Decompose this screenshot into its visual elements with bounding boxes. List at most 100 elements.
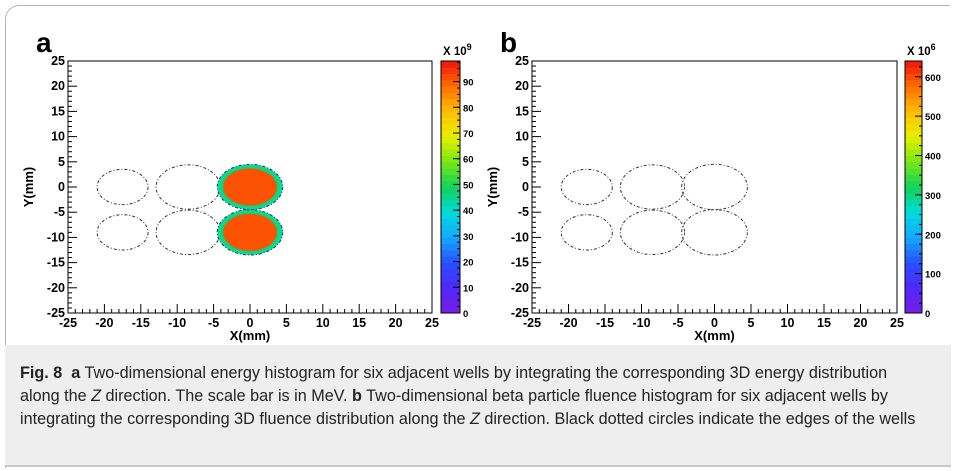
colorbar-tick-label: 200 bbox=[925, 230, 941, 241]
x-tick-label: -5 bbox=[208, 316, 219, 330]
y-axis-title: Y(mm) bbox=[485, 167, 500, 207]
x-tick-label: -15 bbox=[596, 316, 614, 330]
colorbar-tick-label: 30 bbox=[463, 232, 474, 243]
x-tick-label: 25 bbox=[425, 316, 439, 330]
colorbar-tick-label: 80 bbox=[463, 103, 474, 114]
x-tick-label: 5 bbox=[283, 316, 290, 330]
colorbar-tick-label: 90 bbox=[463, 78, 474, 89]
y-tick-label: 10 bbox=[51, 130, 65, 144]
panel-label-a: a bbox=[36, 27, 52, 58]
colorbar-a: 0 10 20 30 40 50 60 70 80 90 bbox=[440, 60, 474, 320]
figure-frame bbox=[5, 5, 950, 468]
well-fill-a-3 bbox=[217, 164, 283, 210]
x-tick-label: -25 bbox=[59, 316, 77, 330]
x-tick-label: 10 bbox=[316, 316, 330, 330]
colorbar-tick-label: 50 bbox=[463, 180, 474, 191]
y-tick-label: -10 bbox=[511, 230, 529, 244]
colorbar-tick-label: 400 bbox=[925, 152, 941, 163]
caption-z-symbol-a: Z bbox=[91, 387, 101, 405]
x-tick-label: -20 bbox=[559, 316, 577, 330]
y-tick-label: 0 bbox=[58, 180, 65, 194]
colorbar-multiplier: X 106 bbox=[907, 42, 936, 58]
well-edge-b-3 bbox=[681, 163, 748, 211]
colorbar-tick-label: 40 bbox=[463, 206, 474, 217]
colorbar-tick-label: 0 bbox=[925, 309, 930, 320]
x-tick-label: -5 bbox=[672, 316, 683, 330]
y-tick-label: 25 bbox=[515, 54, 529, 68]
caption-part-a-label: a bbox=[71, 364, 81, 382]
y-tick-label: -25 bbox=[47, 306, 65, 320]
y-tick-label: -10 bbox=[47, 230, 65, 244]
x-tick-label: 15 bbox=[817, 316, 831, 330]
figure-panels: a-25 -20 -15 -10 -5 0 5 10 15 20 252520151050-5-10… bbox=[21, 27, 941, 343]
x-axis-title: X(mm) bbox=[694, 328, 734, 343]
x-tick-label: 10 bbox=[781, 316, 795, 330]
caption-fig-label: Fig. 8 bbox=[20, 364, 63, 382]
well-edge-a-1 bbox=[96, 168, 149, 206]
well-fill-b-5 bbox=[620, 210, 685, 255]
caption-box bbox=[5, 345, 951, 467]
well-fill-a-5 bbox=[156, 210, 221, 255]
well-fill-b-3 bbox=[681, 164, 748, 210]
well-edge-a-4 bbox=[96, 214, 149, 251]
x-tick-label: -15 bbox=[132, 316, 150, 330]
colorbar-multiplier: X 109 bbox=[443, 42, 472, 58]
well-fill-b-4 bbox=[561, 214, 613, 250]
well-edge-a-3 bbox=[216, 163, 284, 211]
wells-b bbox=[560, 163, 748, 256]
caption-z-symbol-b: Z bbox=[469, 410, 480, 428]
y-tick-label: 0 bbox=[522, 180, 529, 194]
colorbar-tick-label: 60 bbox=[463, 155, 474, 166]
caption-text-a-end: direction. The scale bar is in MeV. bbox=[105, 387, 348, 405]
y-tick-label: 20 bbox=[51, 79, 65, 93]
y-tick-label: -15 bbox=[47, 256, 65, 270]
y-tick-label: -20 bbox=[511, 281, 529, 295]
x-tick-label: 15 bbox=[352, 316, 366, 330]
well-fill-a-4 bbox=[97, 214, 149, 250]
x-tick-label: 5 bbox=[748, 316, 755, 330]
y-tick-label: -15 bbox=[511, 256, 529, 270]
x-tick-label: 0 bbox=[247, 316, 254, 330]
colorbar-tick-label: 100 bbox=[925, 270, 941, 281]
well-edge-b-1 bbox=[560, 168, 613, 206]
y-tick-label: -25 bbox=[511, 306, 529, 320]
y-axis-title: Y(mm) bbox=[21, 167, 36, 207]
x-axis-title: X(mm) bbox=[230, 328, 270, 343]
chart-panel-a: a-25 -20 -15 -10 -5 0 5 10 15 20 252520151050-5-10… bbox=[21, 27, 474, 343]
x-tick-label: 20 bbox=[389, 316, 403, 330]
x-tick-label: -10 bbox=[168, 316, 186, 330]
well-fill-b-2 bbox=[620, 164, 685, 210]
x-tick-label: 25 bbox=[890, 316, 904, 330]
colorbar-tick-label: 10 bbox=[463, 283, 474, 294]
panel-label-b: b bbox=[500, 27, 517, 58]
x-tick-label: 20 bbox=[854, 316, 868, 330]
y-tick-label: 10 bbox=[515, 130, 529, 144]
x-tick-label: -25 bbox=[523, 316, 541, 330]
y-tick-label: 15 bbox=[51, 104, 65, 118]
y-tick-label: 15 bbox=[515, 104, 529, 118]
y-tick-label: -5 bbox=[518, 205, 529, 219]
well-fill-a-1 bbox=[97, 169, 149, 205]
colorbar-tick-label: 0 bbox=[463, 309, 468, 320]
well-fill-a-6 bbox=[217, 209, 283, 256]
y-tick-label: -20 bbox=[47, 281, 65, 295]
y-tick-label: 5 bbox=[522, 155, 529, 169]
colorbar-tick-label: 20 bbox=[463, 258, 474, 269]
wells-a bbox=[96, 163, 284, 256]
caption-text-b-end: direction. Black dotted circles indicate… bbox=[484, 410, 916, 428]
colorbar-tick-label: 500 bbox=[925, 112, 941, 123]
chart-panel-b: b -25 -20 -15 -10 -5 0 5 10 15 20 25 25 20 15 10 5 0 -5 -10… bbox=[485, 27, 941, 343]
figure-caption: Fig. 8 a Two-dimensional energy histogra… bbox=[20, 362, 925, 431]
well-fill-b-6 bbox=[681, 209, 748, 256]
y-tick-label: 5 bbox=[58, 155, 65, 169]
y-tick-label: 20 bbox=[515, 79, 529, 93]
well-fill-b-1 bbox=[561, 169, 613, 205]
x-tick-label: -20 bbox=[95, 316, 113, 330]
well-fill-a-2 bbox=[156, 164, 221, 210]
caption-part-b-label: b bbox=[352, 387, 362, 405]
x-tick-label: 0 bbox=[711, 316, 718, 330]
colorbar-tick-label: 600 bbox=[925, 73, 941, 84]
x-tick-label: -10 bbox=[632, 316, 650, 330]
well-edge-b-4 bbox=[560, 214, 613, 251]
colorbar-b: 0 100 200 300 400 500 600 bbox=[904, 60, 941, 320]
